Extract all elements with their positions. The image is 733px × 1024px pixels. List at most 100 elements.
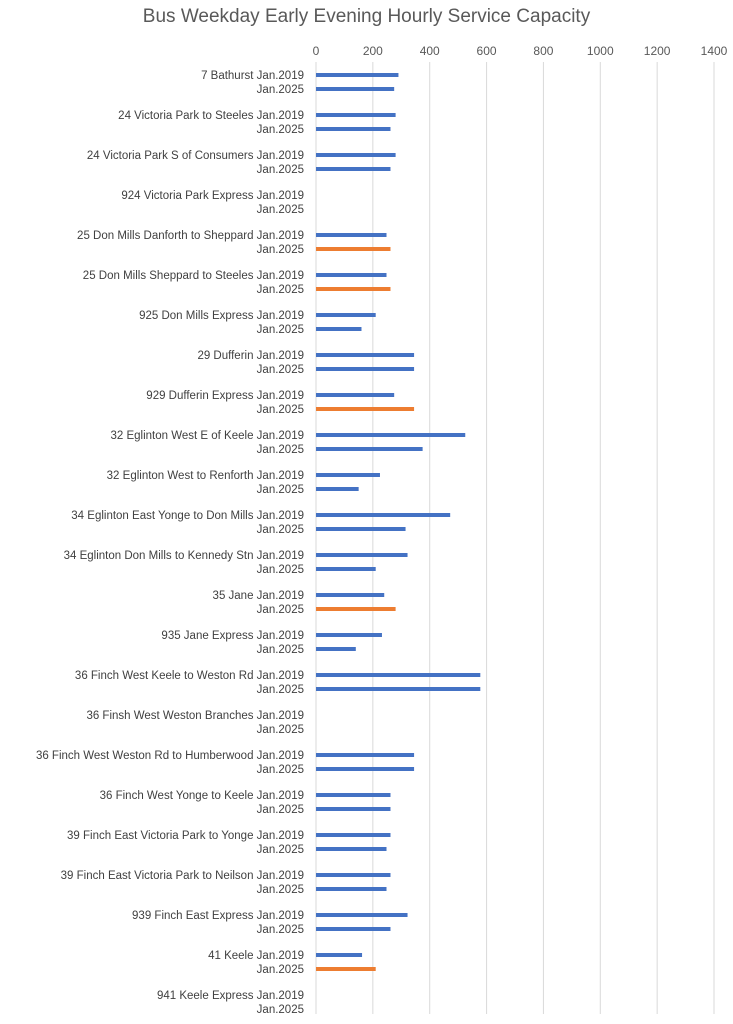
bar-13-1 [316, 607, 396, 611]
category-label: 39 Finch East Victoria Park to Yonge Jan… [67, 830, 304, 842]
bar-9-0 [316, 433, 466, 437]
category-label: Jan.2025 [257, 204, 304, 216]
bar-4-0 [316, 233, 387, 237]
category-label: 32 Eglinton West E of Keele Jan.2019 [110, 430, 304, 442]
bar-21-0 [316, 913, 408, 917]
category-label: 36 Finch West Yonge to Keele Jan.2019 [100, 790, 304, 802]
category-label: Jan.2025 [257, 284, 304, 296]
category-label: 36 Finsh West Weston Branches Jan.2019 [86, 710, 304, 722]
bar-10-0 [316, 473, 380, 477]
category-label: Jan.2025 [257, 324, 304, 336]
category-label: 36 Finch West Keele to Weston Rd Jan.201… [75, 670, 304, 682]
category-label: Jan.2025 [257, 644, 304, 656]
category-label: Jan.2025 [257, 564, 304, 576]
bar-7-0 [316, 353, 415, 357]
bar-0-1 [316, 87, 395, 91]
bar-5-0 [316, 273, 387, 277]
bar-9-1 [316, 447, 423, 451]
category-label: 25 Don Mills Sheppard to Steeles Jan.201… [83, 270, 304, 282]
bar-7-1 [316, 367, 415, 371]
category-label: Jan.2025 [257, 404, 304, 416]
chart-title: Bus Weekday Early Evening Hourly Service… [142, 6, 591, 27]
category-label: 7 Bathurst Jan.2019 [201, 70, 304, 82]
category-label: Jan.2025 [257, 604, 304, 616]
x-tick-label: 800 [533, 44, 553, 58]
bar-2-1 [316, 167, 391, 171]
x-tick-label: 400 [420, 44, 440, 58]
bar-17-0 [316, 753, 415, 757]
category-label: Jan.2025 [257, 524, 304, 536]
category-label: 929 Dufferin Express Jan.2019 [146, 390, 304, 402]
category-label: 24 Victoria Park S of Consumers Jan.2019 [87, 150, 304, 162]
category-label: 35 Jane Jan.2019 [213, 590, 304, 602]
bar-11-0 [316, 513, 451, 517]
category-label: Jan.2025 [257, 964, 304, 976]
bar-22-0 [316, 953, 363, 957]
x-tick-label: 1200 [644, 44, 671, 58]
category-label: Jan.2025 [257, 244, 304, 256]
bar-11-1 [316, 527, 406, 531]
x-tick-label: 0 [313, 44, 320, 58]
bar-6-1 [316, 327, 362, 331]
bar-10-1 [316, 487, 359, 491]
bar-2-0 [316, 153, 396, 157]
category-label: Jan.2025 [257, 164, 304, 176]
category-label: 36 Finch West Weston Rd to Humberwood Ja… [36, 750, 304, 762]
category-label: 24 Victoria Park to Steeles Jan.2019 [118, 110, 304, 122]
x-tick-label: 1000 [587, 44, 614, 58]
category-label: Jan.2025 [257, 844, 304, 856]
bar-20-0 [316, 873, 391, 877]
bar-19-0 [316, 833, 391, 837]
bar-17-1 [316, 767, 415, 771]
category-label: Jan.2025 [257, 484, 304, 496]
category-label: Jan.2025 [257, 924, 304, 936]
category-label: 39 Finch East Victoria Park to Neilson J… [61, 870, 304, 882]
category-label: Jan.2025 [257, 1004, 304, 1016]
bar-22-1 [316, 967, 376, 971]
category-label: Jan.2025 [257, 124, 304, 136]
category-label: 941 Keele Express Jan.2019 [157, 990, 304, 1002]
category-label: 32 Eglinton West to Renforth Jan.2019 [107, 470, 304, 482]
category-label: 34 Eglinton Don Mills to Kennedy Stn Jan… [64, 550, 304, 562]
x-tick-label: 200 [363, 44, 383, 58]
bar-21-1 [316, 927, 391, 931]
bar-19-1 [316, 847, 387, 851]
bar-8-0 [316, 393, 395, 397]
bar-15-1 [316, 687, 481, 691]
category-label: Jan.2025 [257, 804, 304, 816]
category-label: 29 Dufferin Jan.2019 [197, 350, 304, 362]
category-label: Jan.2025 [257, 764, 304, 776]
bar-4-1 [316, 247, 391, 251]
bar-12-1 [316, 567, 376, 571]
bar-0-0 [316, 73, 399, 77]
category-label: 34 Eglinton East Yonge to Don Mills Jan.… [71, 510, 304, 522]
bar-20-1 [316, 887, 387, 891]
bar-18-0 [316, 793, 391, 797]
bar-15-0 [316, 673, 481, 677]
bar-8-1 [316, 407, 415, 411]
category-label: Jan.2025 [257, 444, 304, 456]
bar-13-0 [316, 593, 385, 597]
bar-14-1 [316, 647, 356, 651]
category-label: Jan.2025 [257, 724, 304, 736]
category-label: Jan.2025 [257, 84, 304, 96]
category-label: 935 Jane Express Jan.2019 [161, 630, 304, 642]
bar-1-0 [316, 113, 396, 117]
category-label: 925 Don Mills Express Jan.2019 [139, 310, 304, 322]
bar-6-0 [316, 313, 376, 317]
category-label: Jan.2025 [257, 884, 304, 896]
bar-18-1 [316, 807, 391, 811]
bar-14-0 [316, 633, 382, 637]
x-tick-label: 600 [477, 44, 497, 58]
category-label: Jan.2025 [257, 684, 304, 696]
bar-12-0 [316, 553, 408, 557]
category-label: 924 Victoria Park Express Jan.2019 [121, 190, 304, 202]
bar-1-1 [316, 127, 391, 131]
category-label: Jan.2025 [257, 364, 304, 376]
category-label: 41 Keele Jan.2019 [208, 950, 304, 962]
bar-5-1 [316, 287, 391, 291]
category-label: 939 Finch East Express Jan.2019 [132, 910, 304, 922]
x-tick-label: 1400 [701, 44, 728, 58]
category-label: 25 Don Mills Danforth to Sheppard Jan.20… [77, 230, 304, 242]
